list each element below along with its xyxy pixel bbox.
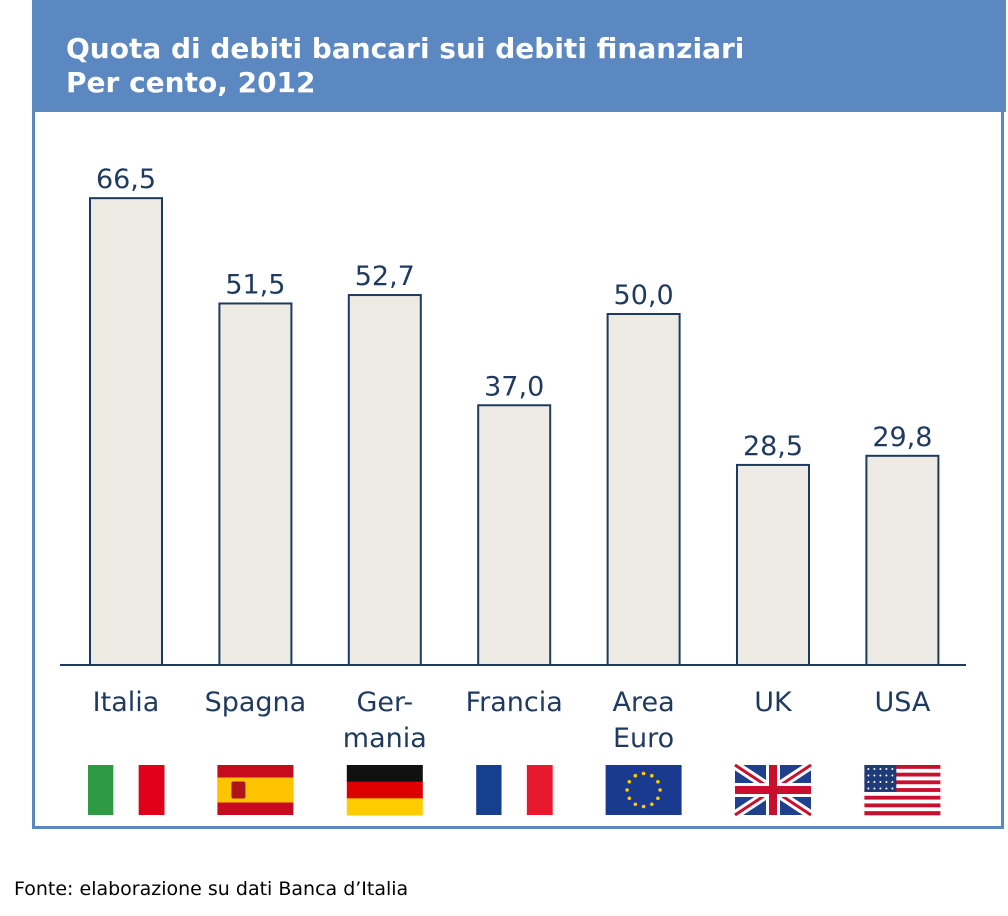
bar: [736, 463, 810, 666]
usa-flag: [864, 765, 941, 816]
star: [867, 774, 870, 777]
flag-stripe: [864, 776, 941, 781]
data-label: 50,0: [614, 280, 674, 311]
star: [891, 768, 894, 770]
uk-flag: [732, 761, 814, 819]
data-label: 37,0: [484, 371, 544, 402]
flag-stripe: [138, 765, 165, 815]
flag-stripe: [864, 768, 941, 773]
bar: [89, 197, 163, 666]
flag-stripe: [864, 784, 941, 789]
x-tick-label: mania: [343, 723, 427, 754]
star: [873, 774, 876, 777]
flag-stripe: [864, 780, 941, 785]
x-tick-label: UK: [754, 687, 793, 718]
x-tick-label: Italia: [93, 687, 160, 718]
data-label: 66,5: [96, 164, 156, 195]
star: [627, 779, 632, 784]
bar: [218, 302, 293, 666]
x-tick-label: Francia: [466, 687, 563, 718]
star: [867, 787, 870, 790]
star: [867, 781, 870, 783]
star: [641, 804, 646, 809]
chart-header: [32, 0, 1006, 112]
spain-flag: [217, 765, 294, 815]
star: [633, 773, 638, 778]
data-label: 29,8: [872, 422, 932, 453]
star: [879, 768, 882, 770]
flag-stripe: [864, 791, 941, 797]
star: [885, 774, 888, 777]
data-label: 52,7: [355, 261, 415, 292]
star: [873, 781, 876, 783]
bar: [606, 313, 681, 666]
flag-stripe: [864, 795, 941, 800]
eu-flag: [605, 765, 682, 815]
star: [627, 796, 632, 801]
flag-stripe: [864, 811, 941, 816]
star: [891, 774, 894, 777]
chart-subtitle: Per cento, 2012: [66, 66, 316, 99]
flag-stripe: [346, 798, 423, 816]
chart-title: Quota di debiti bancari sui debiti finan…: [66, 32, 745, 65]
star: [873, 787, 876, 790]
flag-stripe: [864, 772, 941, 777]
star: [656, 796, 660, 801]
star: [650, 802, 654, 807]
star: [891, 787, 894, 790]
star: [625, 788, 629, 792]
star: [867, 768, 870, 770]
star: [879, 774, 882, 777]
x-tick-label: Spagna: [205, 687, 307, 718]
coat-of-arms: [231, 781, 246, 799]
star: [891, 781, 894, 783]
bar: [477, 404, 552, 666]
flag-stripe: [501, 765, 528, 815]
italy-flag: [88, 765, 165, 815]
chart-title-block: Quota di debiti bancari sui debiti finan…: [66, 32, 744, 100]
source-note: Fonte: elaborazione su dati Banca d’Ital…: [14, 878, 409, 900]
flag-stripe: [526, 765, 553, 815]
flag-cross: [735, 786, 811, 794]
star: [658, 788, 662, 792]
flag-stripe: [113, 765, 140, 815]
x-tick-label: Euro: [613, 723, 674, 754]
flag-stripe: [346, 765, 423, 783]
star: [656, 779, 660, 784]
star: [879, 781, 882, 783]
x-tick-label: Ger-: [356, 687, 413, 718]
france-flag: [476, 765, 553, 815]
bar: [865, 454, 940, 666]
bar: [347, 294, 422, 666]
star: [650, 773, 654, 778]
flag-stripe: [864, 765, 941, 770]
flag-stripe: [346, 781, 423, 799]
star: [885, 787, 888, 790]
flag-stripe: [864, 807, 941, 812]
flag-stripe: [88, 765, 114, 815]
star: [885, 781, 888, 783]
star: [873, 768, 876, 770]
flag-stripe: [217, 777, 294, 803]
flag-stripe: [476, 765, 503, 815]
star: [885, 768, 888, 770]
star: [641, 771, 646, 776]
x-tick-label: USA: [874, 687, 930, 718]
star: [879, 787, 882, 790]
flag-stripe: [864, 799, 941, 804]
germany-flag: [346, 765, 423, 816]
star: [633, 802, 638, 807]
x-tick-label: Area: [613, 687, 675, 718]
data-label: 51,5: [225, 269, 285, 300]
data-label: 28,5: [743, 431, 803, 462]
flag-stripe: [864, 803, 941, 808]
flag-stripe: [864, 788, 941, 793]
